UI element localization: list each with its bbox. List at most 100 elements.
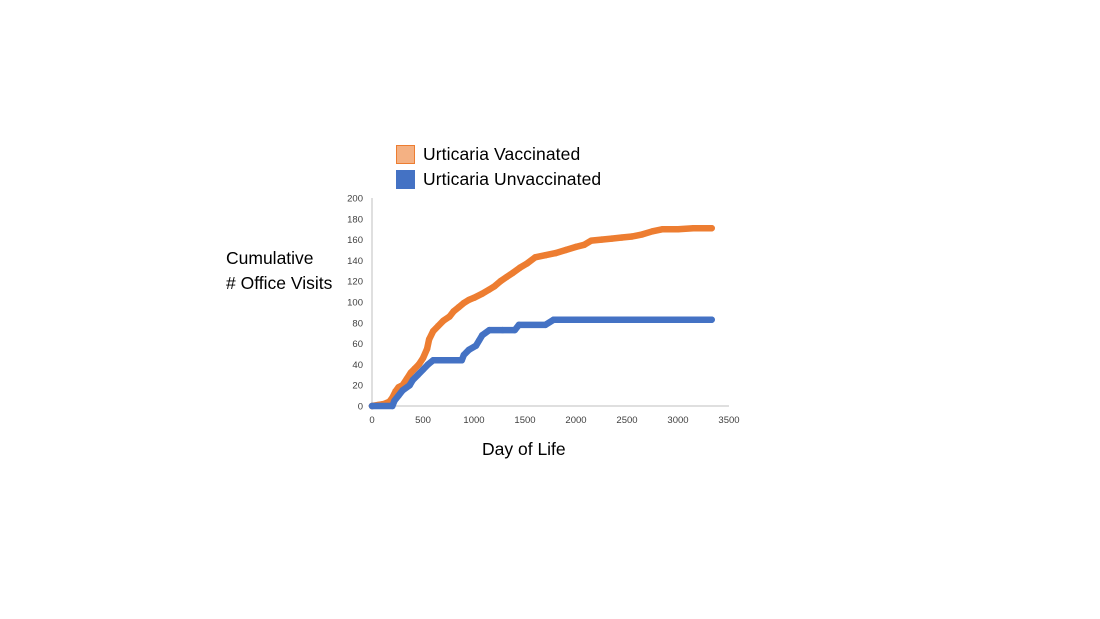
data-point-vaccinated-9 xyxy=(407,369,414,376)
y-tick-label-20: 20 xyxy=(352,381,363,392)
data-point-unvaccinated-25 xyxy=(623,316,631,323)
data-point-unvaccinated-24 xyxy=(572,316,580,323)
data-point-unvaccinated-21 xyxy=(515,321,523,329)
data-point-unvaccinated-17 xyxy=(478,332,486,339)
data-point-vaccinated-25 xyxy=(486,286,493,293)
data-point-unvaccinated-0 xyxy=(368,402,376,410)
legend-item-vaccinated: Urticaria Vaccinated xyxy=(396,142,601,167)
data-point-unvaccinated-11 xyxy=(440,357,447,364)
data-point-unvaccinated-22 xyxy=(542,321,549,329)
legend-item-unvaccinated: Urticaria Unvaccinated xyxy=(396,167,601,192)
data-point-vaccinated-11 xyxy=(415,361,423,368)
data-point-vaccinated-30 xyxy=(516,264,524,271)
data-point-vaccinated-23 xyxy=(470,294,478,302)
x-tick-label-2000: 2000 xyxy=(565,415,586,426)
data-point-vaccinated-40 xyxy=(608,235,615,242)
data-point-vaccinated-35 xyxy=(562,246,569,254)
data-point-vaccinated-16 xyxy=(435,322,442,330)
data-point-unvaccinated-4 xyxy=(399,387,406,394)
legend-swatch-vaccinated xyxy=(396,145,415,164)
data-point-vaccinated-13 xyxy=(423,345,431,352)
data-point-unvaccinated-5 xyxy=(406,382,413,389)
data-point-vaccinated-33 xyxy=(542,252,549,259)
data-point-vaccinated-19 xyxy=(450,308,457,315)
data-point-vaccinated-31 xyxy=(523,260,531,267)
y-tick-label-80: 80 xyxy=(352,318,363,329)
data-point-unvaccinated-13 xyxy=(460,351,467,359)
data-point-vaccinated-37 xyxy=(580,241,588,248)
data-point-vaccinated-24 xyxy=(478,290,486,297)
data-point-vaccinated-29 xyxy=(509,269,516,277)
x-tick-label-2500: 2500 xyxy=(616,415,637,426)
data-point-vaccinated-22 xyxy=(465,296,473,304)
legend-label-vaccinated: Urticaria Vaccinated xyxy=(423,144,581,164)
data-point-vaccinated-45 xyxy=(659,226,666,233)
x-tick-label-1000: 1000 xyxy=(463,415,484,426)
data-point-unvaccinated-14 xyxy=(465,346,473,354)
data-point-unvaccinated-3 xyxy=(395,392,402,399)
y-tick-label-160: 160 xyxy=(347,235,363,246)
data-point-vaccinated-43 xyxy=(639,231,646,238)
y-axis-label-line-2: # Office Visits xyxy=(226,273,333,293)
data-point-vaccinated-34 xyxy=(552,249,559,257)
series-line-unvaccinated xyxy=(368,316,715,410)
data-point-vaccinated-46 xyxy=(674,226,682,233)
data-point-vaccinated-18 xyxy=(446,313,453,320)
y-tick-label-140: 140 xyxy=(347,256,363,267)
data-point-unvaccinated-12 xyxy=(458,357,465,364)
data-point-unvaccinated-10 xyxy=(430,357,437,364)
data-point-vaccinated-27 xyxy=(497,278,504,285)
data-point-vaccinated-12 xyxy=(419,354,427,362)
y-tick-label-100: 100 xyxy=(347,298,363,309)
data-point-unvaccinated-6 xyxy=(409,376,416,384)
y-tick-label-200: 200 xyxy=(347,194,363,205)
data-point-unvaccinated-20 xyxy=(511,326,518,334)
y-tick-label-120: 120 xyxy=(347,277,363,288)
y-axis-label-line-1: Cumulative xyxy=(226,248,314,268)
data-point-vaccinated-47 xyxy=(690,224,697,232)
data-point-unvaccinated-16 xyxy=(475,337,483,344)
x-tick-label-500: 500 xyxy=(415,415,431,426)
x-tick-label-3000: 3000 xyxy=(667,415,688,426)
data-point-vaccinated-39 xyxy=(598,236,605,243)
x-tick-label-1500: 1500 xyxy=(514,415,535,426)
data-point-unvaccinated-7 xyxy=(414,371,422,378)
data-point-unvaccinated-27 xyxy=(708,316,715,323)
legend-swatch-unvaccinated xyxy=(396,170,415,189)
y-tick-label-40: 40 xyxy=(352,360,363,371)
x-tick-label-3500: 3500 xyxy=(718,415,739,426)
data-point-unvaccinated-18 xyxy=(486,326,493,334)
y-axis-label: Cumulative # Office Visits xyxy=(226,246,332,296)
chart-legend: Urticaria Vaccinated Urticaria Unvaccina… xyxy=(396,142,601,192)
y-tick-label-60: 60 xyxy=(352,339,363,350)
data-point-vaccinated-41 xyxy=(618,234,626,241)
data-point-vaccinated-48 xyxy=(708,224,715,232)
data-point-vaccinated-26 xyxy=(491,283,498,290)
data-point-unvaccinated-2 xyxy=(391,397,398,404)
data-point-vaccinated-14 xyxy=(425,336,433,343)
data-point-vaccinated-44 xyxy=(649,228,656,235)
x-axis-label: Day of Life xyxy=(482,439,566,459)
x-tick-label-0: 0 xyxy=(369,415,374,426)
data-point-vaccinated-8 xyxy=(403,375,410,383)
data-point-vaccinated-17 xyxy=(440,317,447,324)
data-point-vaccinated-21 xyxy=(460,299,467,307)
data-point-vaccinated-42 xyxy=(628,233,636,240)
data-point-unvaccinated-19 xyxy=(499,326,506,334)
data-point-unvaccinated-23 xyxy=(550,316,557,323)
data-point-unvaccinated-15 xyxy=(472,342,480,349)
data-point-vaccinated-20 xyxy=(455,304,462,311)
y-tick-label-0: 0 xyxy=(358,402,363,413)
data-point-vaccinated-32 xyxy=(532,254,539,261)
data-point-unvaccinated-8 xyxy=(419,366,427,373)
data-point-vaccinated-28 xyxy=(503,273,510,281)
data-point-vaccinated-36 xyxy=(572,243,580,251)
data-point-unvaccinated-1 xyxy=(389,402,396,410)
data-point-unvaccinated-9 xyxy=(424,361,432,368)
data-point-vaccinated-15 xyxy=(430,327,437,335)
data-point-vaccinated-38 xyxy=(588,237,595,244)
data-point-unvaccinated-26 xyxy=(674,316,682,323)
y-tick-label-180: 180 xyxy=(347,214,363,225)
